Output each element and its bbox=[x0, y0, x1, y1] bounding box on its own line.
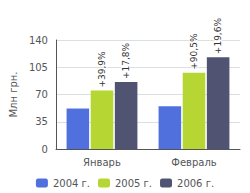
svg-text:Январь: Январь bbox=[83, 157, 121, 168]
svg-text:105: 105 bbox=[29, 62, 48, 73]
svg-text:2005 г.: 2005 г. bbox=[115, 178, 152, 189]
svg-text:0: 0 bbox=[42, 144, 48, 155]
svg-text:+17,8%: +17,8% bbox=[121, 42, 131, 79]
svg-text:35: 35 bbox=[35, 116, 48, 127]
svg-text:2004 г.: 2004 г. bbox=[53, 178, 90, 189]
svg-text:140: 140 bbox=[29, 35, 48, 46]
svg-text:+19,6%: +19,6% bbox=[213, 18, 223, 55]
svg-text:2006 г.: 2006 г. bbox=[177, 178, 214, 189]
svg-text:+90,5%: +90,5% bbox=[189, 33, 199, 70]
svg-text:Млн грн.: Млн грн. bbox=[8, 71, 19, 117]
svg-text:+39,9%: +39,9% bbox=[97, 51, 107, 88]
svg-text:Февраль: Февраль bbox=[171, 157, 217, 168]
svg-text:70: 70 bbox=[35, 89, 48, 100]
